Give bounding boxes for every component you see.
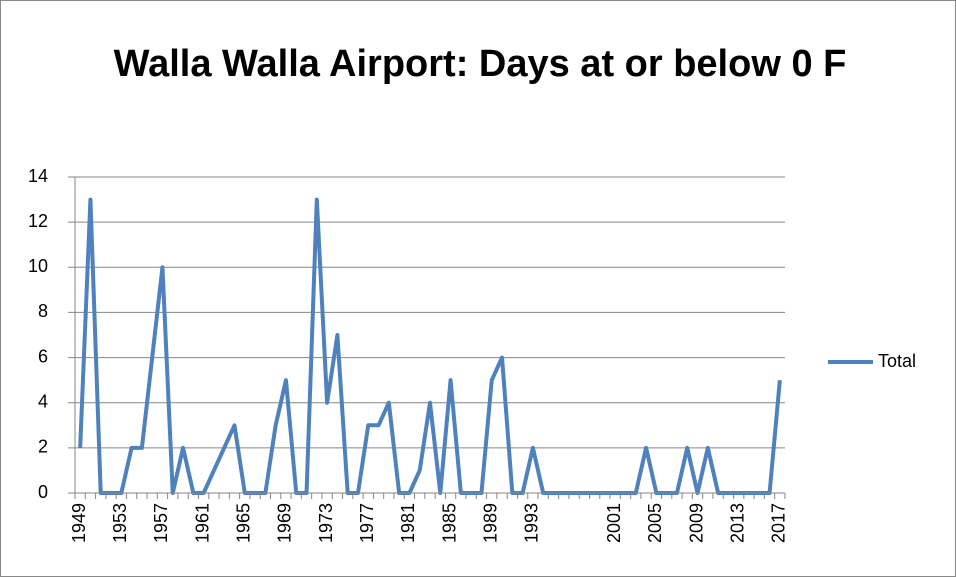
- x-tick-label: 1957: [151, 503, 171, 543]
- x-tick-label: 1953: [110, 503, 130, 543]
- y-tick-label: 0: [38, 482, 48, 502]
- x-tick-label: 1969: [275, 503, 295, 543]
- chart-title: Walla Walla Airport: Days at or below 0 …: [113, 43, 847, 85]
- y-tick-label: 10: [28, 256, 48, 276]
- y-tick-label: 14: [28, 166, 48, 186]
- x-tick-label: 2013: [727, 503, 747, 543]
- x-tick-label: 1977: [357, 503, 377, 543]
- x-tick-label: 1993: [522, 503, 542, 543]
- x-tick-label: 1981: [398, 503, 418, 543]
- x-tick-label: 1961: [192, 503, 212, 543]
- x-tick-label: 1989: [480, 503, 500, 543]
- x-tick-label: 2009: [686, 503, 706, 543]
- x-tick-label: 1965: [234, 503, 254, 543]
- x-tick-label: 1973: [316, 503, 336, 543]
- y-tick-label: 4: [38, 391, 48, 411]
- y-tick-label: 2: [38, 437, 48, 457]
- x-tick-label: 1985: [439, 503, 459, 543]
- x-tick-label: 2017: [769, 503, 789, 543]
- y-tick-label: 6: [38, 346, 48, 366]
- x-tick-label: 2005: [645, 503, 665, 543]
- y-tick-label: 8: [38, 301, 48, 321]
- legend-label: Total: [878, 351, 916, 371]
- x-tick-label: 2001: [604, 503, 624, 543]
- y-tick-label: 12: [28, 211, 48, 231]
- x-tick-label: 1949: [69, 503, 89, 543]
- line-series: [78, 197, 782, 495]
